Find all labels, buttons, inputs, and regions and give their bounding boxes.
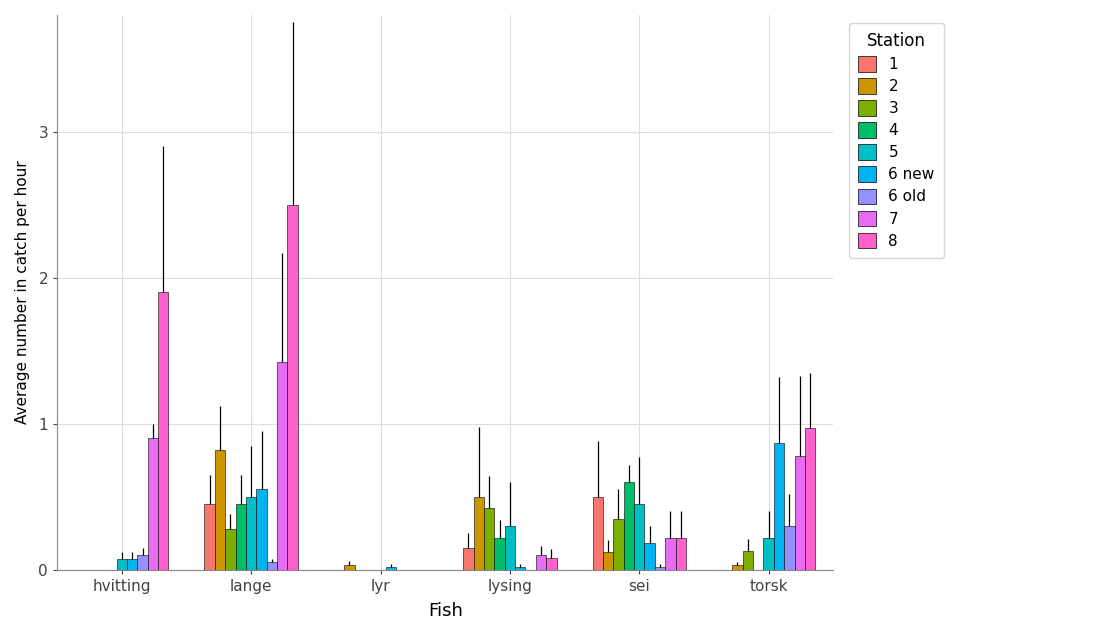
Bar	[386, 566, 396, 570]
Bar	[215, 450, 225, 570]
Bar	[494, 538, 505, 570]
Bar	[288, 204, 298, 570]
Bar	[634, 504, 644, 570]
Bar	[158, 292, 169, 570]
Bar	[127, 559, 138, 570]
Bar	[763, 538, 774, 570]
Bar	[148, 438, 158, 570]
Bar	[546, 558, 557, 570]
Bar	[277, 363, 288, 570]
Bar	[774, 443, 784, 570]
Bar	[204, 504, 215, 570]
Bar	[505, 526, 515, 570]
Bar	[473, 497, 484, 570]
Bar	[256, 490, 267, 570]
Bar	[644, 544, 655, 570]
Bar	[515, 566, 525, 570]
Bar	[655, 566, 665, 570]
Bar	[344, 565, 354, 570]
Bar	[225, 529, 236, 570]
Bar	[236, 504, 246, 570]
Bar	[138, 555, 148, 570]
Bar	[267, 563, 277, 570]
Bar	[742, 551, 753, 570]
Bar	[665, 538, 675, 570]
Bar	[463, 548, 473, 570]
X-axis label: Fish: Fish	[428, 602, 462, 620]
Bar	[784, 526, 794, 570]
Bar	[623, 482, 634, 570]
Bar	[794, 456, 805, 570]
Bar	[592, 497, 603, 570]
Bar	[117, 559, 127, 570]
Bar	[484, 509, 494, 570]
Y-axis label: Average number in catch per hour: Average number in catch per hour	[15, 161, 30, 424]
Bar	[732, 565, 742, 570]
Legend: 1, 2, 3, 4, 5, 6 new, 6 old, 7, 8: 1, 2, 3, 4, 5, 6 new, 6 old, 7, 8	[848, 23, 944, 258]
Bar	[805, 428, 815, 570]
Bar	[536, 555, 546, 570]
Bar	[675, 538, 686, 570]
Bar	[603, 552, 613, 570]
Bar	[246, 497, 256, 570]
Bar	[613, 519, 623, 570]
